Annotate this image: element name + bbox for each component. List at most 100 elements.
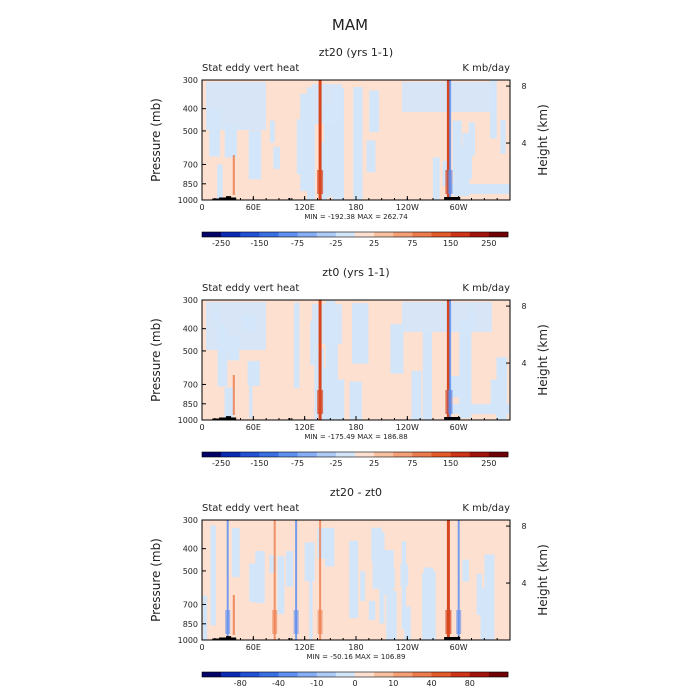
feature-column [318,300,322,420]
colorbar-segment [355,452,375,457]
feature-column [449,80,452,200]
colorbar-segment [412,672,432,677]
topography [212,416,237,420]
negative-patch [462,132,472,180]
colorbar-label: -150 [250,459,268,468]
y-tick-label: 850 [183,620,198,629]
feature-column [293,610,299,634]
negative-patch [296,119,314,175]
colorbar-label: -25 [329,239,342,248]
x-tick-label: 120W [396,423,419,432]
negative-patch [209,109,220,157]
x-tick-label: 60W [450,643,468,652]
figure-title: MAM [332,16,368,34]
negative-patch [426,571,436,640]
x-tick-label: 180 [348,643,363,652]
y2-tick-label: 8 [521,522,526,531]
feature-column [446,520,450,640]
y2-tick-label: 4 [521,139,526,148]
negative-patch [224,387,234,420]
colorbar-segment [335,672,356,677]
feature-column [232,375,235,415]
colorbar-segment [450,232,471,237]
negative-patch [432,157,440,200]
right-label: K mb/day [462,283,510,294]
colorbar-label: -10 [310,679,323,688]
colorbar-frame [201,451,509,458]
negative-patch [462,559,469,582]
panel-title: zt20 - zt0 [330,486,382,499]
panel-3: zt20 - zt0 Stat eddy vert heat K mb/day 0 60… [149,486,550,688]
colorbar-segment [335,452,356,457]
colorbar-segment [412,452,432,457]
negative-patch [390,324,404,374]
negative-patch [309,551,313,640]
colorbar-label: 25 [369,239,379,248]
negative-patch [255,551,265,604]
negative-patch [349,540,359,619]
x-tick-label: 0 [199,203,204,212]
colorbar-frame [201,231,509,238]
feature-column [447,170,453,194]
negative-patch [496,357,507,420]
topography [212,636,237,640]
negative-patch [285,551,294,587]
colorbar-segment [221,452,241,457]
x-tick-label: 120E [295,203,315,212]
negative-patch [277,556,285,614]
x-tick-label: 60E [246,643,261,652]
y-tick-label: 1000 [178,416,198,425]
feature-column [449,300,452,420]
negative-patch [312,84,342,124]
feature-column [317,170,324,194]
negative-patch [411,370,422,420]
colorbar-segment [488,452,509,457]
colorbar-segment [316,452,337,457]
colorbar-segment [431,672,451,677]
right-label: K mb/day [462,503,510,514]
colorbar-label: 40 [426,679,436,688]
negative-patch [349,381,362,420]
colorbar-label: 150 [443,459,458,468]
negative-patch [217,164,223,200]
x-tick-label: 180 [348,423,363,432]
feature-column [232,595,235,635]
topography [212,196,237,200]
min-max-stats: MIN = -192.38 MAX = 262.74 [304,213,408,221]
colorbar-segment [278,452,298,457]
colorbar-label: -250 [212,239,230,248]
negative-patch [379,531,385,624]
negative-patch [360,571,366,601]
colorbar-segment [240,672,260,677]
colorbar-segment [202,672,222,677]
y-tick-label: 400 [183,105,198,114]
colorbar-segment [469,452,490,457]
x-tick-label: 0 [199,423,204,432]
negative-patch [448,404,510,414]
negative-patch [350,561,354,577]
left-label: Stat eddy vert heat [202,63,299,74]
negative-patch [449,375,460,398]
y-axis-label: Pressure (mb) [149,538,163,622]
colorbar-label: -40 [272,679,285,688]
x-tick-label: 120W [396,643,419,652]
colorbar-segment [431,232,451,237]
y-tick-label: 1000 [178,636,198,645]
negative-patch [386,591,397,640]
colorbar-segment [297,452,318,457]
x-tick-label: 120W [396,203,419,212]
y-axis-label: Pressure (mb) [149,98,163,182]
colorbar-label: -80 [234,679,247,688]
y-tick-label: 400 [183,325,198,334]
colorbar-segment [202,232,222,237]
negative-patch [459,320,472,419]
negative-patch [206,82,266,130]
feature-column [273,520,276,640]
y2-tick-label: 8 [521,82,526,91]
negative-patch [314,342,318,420]
negative-patch [353,87,363,200]
colorbar-segment [431,452,451,457]
feature-column [317,610,323,634]
negative-patch [332,88,345,200]
